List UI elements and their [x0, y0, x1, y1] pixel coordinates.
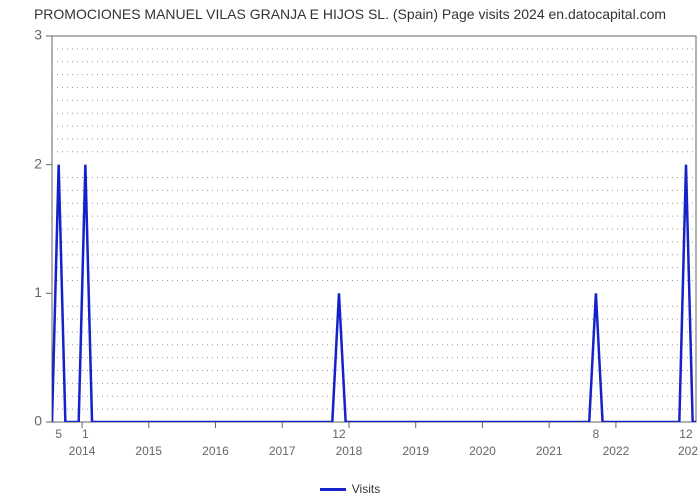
svg-text:5: 5 — [55, 427, 62, 441]
svg-text:8: 8 — [593, 427, 600, 441]
svg-text:1: 1 — [34, 284, 42, 300]
svg-text:12: 12 — [679, 427, 693, 441]
svg-text:2017: 2017 — [269, 444, 296, 458]
svg-text:2: 2 — [34, 155, 42, 171]
svg-text:3: 3 — [34, 30, 42, 43]
chart-title: PROMOCIONES MANUEL VILAS GRANJA E HIJOS … — [0, 6, 700, 22]
svg-text:2016: 2016 — [202, 444, 229, 458]
svg-text:2015: 2015 — [135, 444, 162, 458]
svg-text:2020: 2020 — [469, 444, 496, 458]
line-chart: 0123201420152016201720182019202020212022… — [0, 30, 700, 470]
svg-text:12: 12 — [332, 427, 346, 441]
svg-text:2018: 2018 — [336, 444, 363, 458]
svg-text:1: 1 — [82, 427, 89, 441]
legend-label: Visits — [352, 482, 380, 496]
legend-swatch — [320, 488, 346, 491]
svg-text:2021: 2021 — [536, 444, 563, 458]
svg-text:2019: 2019 — [402, 444, 429, 458]
svg-text:2014: 2014 — [69, 444, 96, 458]
legend: Visits — [0, 482, 700, 496]
svg-text:0: 0 — [34, 413, 42, 429]
svg-text:202: 202 — [678, 444, 698, 458]
svg-text:2022: 2022 — [603, 444, 630, 458]
